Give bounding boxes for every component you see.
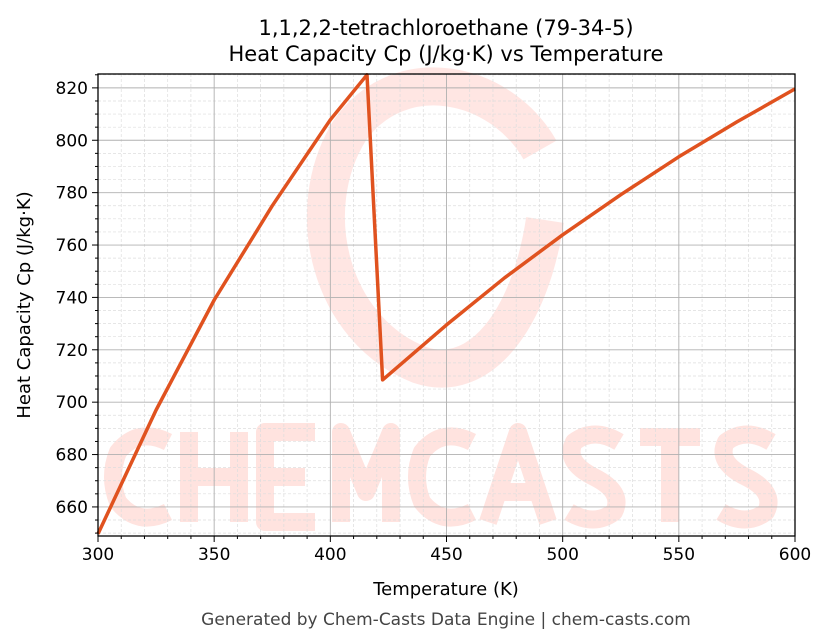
y-tick-label: 720	[56, 341, 88, 361]
ticks: 300 350 400 450 500 550 600 660 680 700 720 740 760 7…	[56, 74, 811, 565]
x-tick-label: 450	[430, 545, 462, 565]
y-tick-label: 660	[56, 498, 88, 518]
y-tick-label: 700	[56, 393, 88, 413]
y-tick-label: 780	[56, 184, 88, 204]
x-tick-label: 400	[314, 545, 346, 565]
watermark-letter	[714, 425, 778, 529]
x-tick-label: 550	[663, 545, 695, 565]
watermark-letter	[104, 427, 173, 527]
footer: Generated by Chem-Casts Data Engine | ch…	[201, 610, 691, 630]
watermark-letter	[640, 428, 700, 522]
series-line	[96, 73, 796, 535]
x-tick-label: 350	[198, 545, 230, 565]
y-tick-label: 800	[56, 131, 88, 151]
x-axis-label: Temperature (K)	[372, 579, 519, 600]
y-tick-label: 760	[56, 236, 88, 256]
x-tick-label: 300	[82, 545, 114, 565]
watermark-lettering	[104, 423, 778, 531]
grid	[97, 74, 796, 536]
x-tick-label: 600	[779, 545, 811, 565]
y-tick-label: 820	[56, 79, 88, 99]
chart-subtitle: Heat Capacity Cp (J/kg·K) vs Temperature	[229, 42, 664, 66]
series-layer	[96, 73, 796, 535]
chart-title: 1,1,2,2-tetrachloroethane (79-34-5)	[258, 16, 633, 40]
watermark-letter	[479, 423, 557, 525]
watermark-swoosh	[306, 67, 564, 388]
y-axis-label: Heat Capacity Cp (J/kg·K)	[14, 191, 35, 418]
watermark-letter	[256, 423, 315, 531]
y-tick-label: 740	[56, 288, 88, 308]
watermark-letter	[332, 423, 400, 522]
x-tick-label: 500	[546, 545, 578, 565]
y-tick-label: 680	[56, 446, 88, 466]
watermark-letter	[408, 427, 477, 527]
